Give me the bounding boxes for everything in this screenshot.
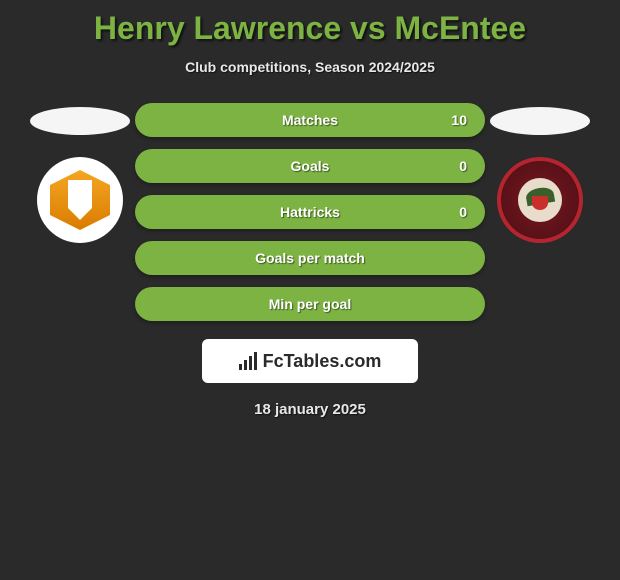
stat-label: Min per goal (269, 296, 351, 312)
stat-row-hattricks: Hattricks 0 (135, 195, 485, 229)
comparison-card: Henry Lawrence vs McEntee Club competiti… (0, 0, 620, 418)
club-badge-left (37, 157, 123, 243)
player-right-column (485, 103, 595, 243)
comparison-area: Matches 10 Goals 0 Hattricks 0 Goals per… (0, 103, 620, 321)
club-badge-right-bird-icon (518, 178, 562, 222)
stat-row-goals-per-match: Goals per match (135, 241, 485, 275)
stat-value-right: 0 (459, 204, 467, 220)
stat-row-goals: Goals 0 (135, 149, 485, 183)
player-left-column (25, 103, 135, 243)
player-right-avatar-placeholder (490, 107, 590, 135)
stat-row-matches: Matches 10 (135, 103, 485, 137)
branding-text: FcTables.com (263, 351, 382, 372)
player-left-avatar-placeholder (30, 107, 130, 135)
stats-column: Matches 10 Goals 0 Hattricks 0 Goals per… (135, 103, 485, 321)
date-label: 18 january 2025 (0, 401, 620, 418)
club-badge-left-shield-icon (50, 170, 110, 230)
stat-label: Goals per match (255, 250, 365, 266)
stat-value-right: 0 (459, 158, 467, 174)
stat-value-right: 10 (451, 112, 467, 128)
stat-label: Matches (282, 112, 338, 128)
stat-row-min-per-goal: Min per goal (135, 287, 485, 321)
stat-label: Goals (291, 158, 330, 174)
bar-chart-icon (239, 352, 257, 370)
stat-label: Hattricks (280, 204, 340, 220)
page-title: Henry Lawrence vs McEntee (0, 10, 620, 47)
branding-link[interactable]: FcTables.com (202, 339, 418, 383)
club-badge-right (497, 157, 583, 243)
subtitle: Club competitions, Season 2024/2025 (0, 59, 620, 75)
